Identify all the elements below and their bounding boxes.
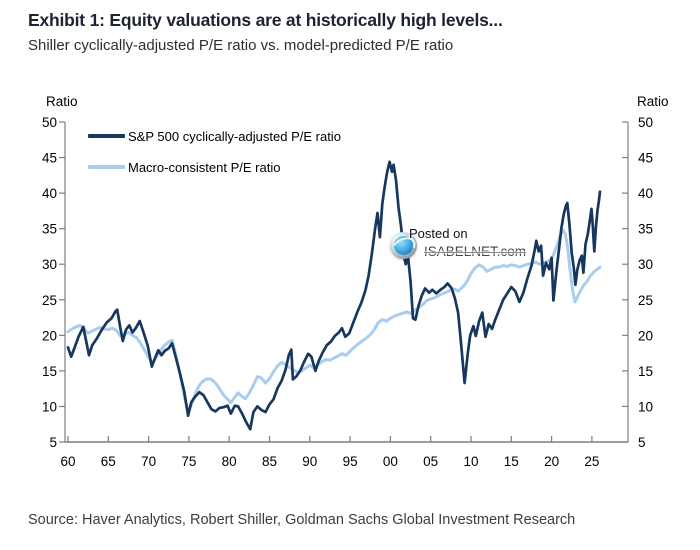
y-tick-label-left: 40 — [42, 186, 57, 201]
y-tick-label-right: 30 — [638, 257, 653, 272]
watermark-site: ISABELNET.com — [424, 244, 527, 259]
x-tick-label: 10 — [463, 454, 478, 469]
x-tick-label: 00 — [383, 454, 398, 469]
y-tick-label-left: 50 — [42, 115, 57, 130]
legend-item-macro: Macro-consistent P/E ratio — [88, 159, 341, 175]
y-tick-label-right: 20 — [638, 328, 653, 343]
x-tick-label: 20 — [544, 454, 559, 469]
legend-label-shiller: S&P 500 cyclically-adjusted P/E ratio — [128, 128, 341, 144]
x-tick-label: 70 — [141, 454, 156, 469]
page-title: Exhibit 1: Equity valuations are at hist… — [28, 10, 503, 30]
y-tick-label-right: 25 — [638, 293, 653, 308]
legend-line-shiller-swatch — [88, 134, 125, 138]
page-subtitle: Shiller cyclically-adjusted P/E ratio vs… — [28, 37, 454, 54]
x-tick-label: 05 — [423, 454, 438, 469]
y-tick-label-left: 20 — [42, 328, 57, 343]
y-tick-label-left: 30 — [42, 257, 57, 272]
legend: S&P 500 cyclically-adjusted P/E ratio Ma… — [88, 129, 341, 191]
x-tick-label: 95 — [343, 454, 358, 469]
x-tick-label: 90 — [302, 454, 317, 469]
y-axis-label-right: Ratio — [637, 94, 669, 109]
y-tick-label-left: 10 — [42, 399, 57, 414]
y-tick-label-right: 40 — [638, 186, 653, 201]
y-tick-label-left: 15 — [42, 364, 57, 379]
y-axis-label-left: Ratio — [46, 94, 78, 109]
y-tick-label-left: 25 — [42, 293, 57, 308]
y-tick-label-right: 35 — [638, 222, 653, 237]
legend-label-macro: Macro-consistent P/E ratio — [128, 159, 281, 175]
y-tick-label-left: 35 — [42, 222, 57, 237]
x-tick-label: 75 — [181, 454, 196, 469]
x-tick-label: 65 — [101, 454, 116, 469]
x-tick-label: 60 — [60, 454, 75, 469]
series-line-1 — [66, 228, 602, 415]
y-tick-label-right: 15 — [638, 364, 653, 379]
isabelnet-globe-icon — [390, 232, 417, 259]
y-tick-label-right: 10 — [638, 399, 653, 414]
watermark: Posted on ISABELNET.com — [388, 225, 526, 261]
y-tick-label-right: 45 — [638, 151, 653, 166]
x-tick-label: 25 — [584, 454, 599, 469]
source-line: Source: Haver Analytics, Robert Shiller,… — [28, 512, 576, 528]
y-tick-label-left: 5 — [49, 435, 57, 450]
x-tick-label: 80 — [222, 454, 237, 469]
legend-line-macro-swatch — [88, 165, 125, 169]
x-tick-label: 85 — [262, 454, 277, 469]
series-line-0 — [66, 160, 602, 431]
y-tick-label-right: 50 — [638, 115, 653, 130]
legend-item-shiller: S&P 500 cyclically-adjusted P/E ratio — [88, 128, 341, 144]
watermark-posted-on: Posted on — [409, 226, 468, 241]
x-tick-label: 15 — [504, 454, 519, 469]
y-tick-label-right: 5 — [638, 435, 646, 450]
y-tick-label-left: 45 — [42, 151, 57, 166]
